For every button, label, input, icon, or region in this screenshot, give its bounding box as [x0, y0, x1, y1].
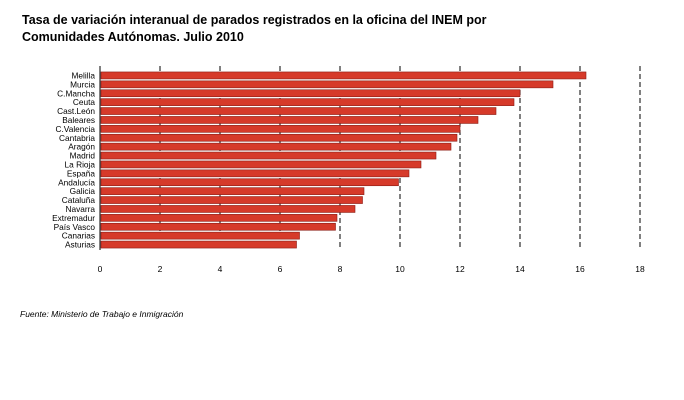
category-label: C.Mancha — [57, 88, 95, 98]
category-label: C.Valencia — [55, 124, 95, 134]
x-tick-label: 4 — [218, 264, 223, 274]
category-label: España — [67, 168, 96, 178]
category-label: Extremadur — [52, 213, 95, 223]
bar — [100, 205, 356, 213]
category-label: Cast.León — [57, 106, 95, 116]
category-label: Cataluña — [62, 195, 96, 205]
bar — [100, 160, 422, 169]
bar — [100, 231, 300, 240]
bar — [100, 142, 452, 151]
bar — [100, 196, 363, 204]
category-label: Andalucía — [58, 177, 95, 187]
bar — [100, 71, 587, 80]
x-tick-label: 2 — [158, 264, 163, 274]
category-label: Aragón — [68, 142, 95, 152]
x-tick-label: 6 — [278, 264, 283, 274]
chart-title-line-2: Comunidades Autónomas. Julio 2010 — [22, 30, 244, 44]
category-label: Madrid — [70, 151, 96, 161]
category-label: Navarra — [65, 204, 95, 214]
category-label: Ceuta — [73, 97, 96, 107]
category-label: Galicia — [70, 186, 96, 196]
bar — [100, 89, 521, 98]
bar — [100, 222, 336, 231]
category-label: La Rioja — [65, 159, 96, 169]
bar — [100, 107, 497, 115]
x-tick-label: 8 — [338, 264, 343, 274]
bar — [100, 116, 479, 124]
x-tick-label: 10 — [395, 264, 405, 274]
bar-chart: MelillaMurciaC.ManchaCeutaCast.LeónBalea… — [52, 66, 645, 274]
bar — [100, 80, 554, 89]
bar — [100, 133, 458, 142]
x-tick-label: 16 — [575, 264, 585, 274]
category-label: Canarias — [62, 231, 95, 241]
x-tick-label: 12 — [455, 264, 465, 274]
category-label: Murcia — [70, 79, 95, 89]
chart-title: Tasa de variación interanual de parados … — [22, 12, 542, 46]
bar — [100, 187, 365, 195]
bar — [100, 125, 461, 133]
source-note: Fuente: Ministerio de Trabajo e Inmigrac… — [20, 309, 184, 319]
bar — [100, 240, 297, 249]
chart-area: Melilla Murcia C.Mancha Ceuta Cast.León Balea… — [52, 66, 645, 274]
bar — [100, 98, 515, 106]
bar — [100, 214, 338, 222]
category-label: Melilla — [71, 70, 95, 80]
bar — [100, 178, 399, 187]
bar — [100, 151, 437, 160]
x-tick-label: 18 — [635, 264, 645, 274]
category-label: Baleares — [62, 115, 95, 125]
category-label: País Vasco — [54, 222, 96, 232]
category-label: Asturias — [65, 240, 95, 250]
x-tick-label: 14 — [515, 264, 525, 274]
chart-title-line-1: Tasa de variación interanual de parados … — [22, 13, 487, 27]
category-label: Cantabria — [59, 133, 95, 143]
bar — [100, 169, 410, 178]
x-tick-label: 0 — [98, 264, 103, 274]
